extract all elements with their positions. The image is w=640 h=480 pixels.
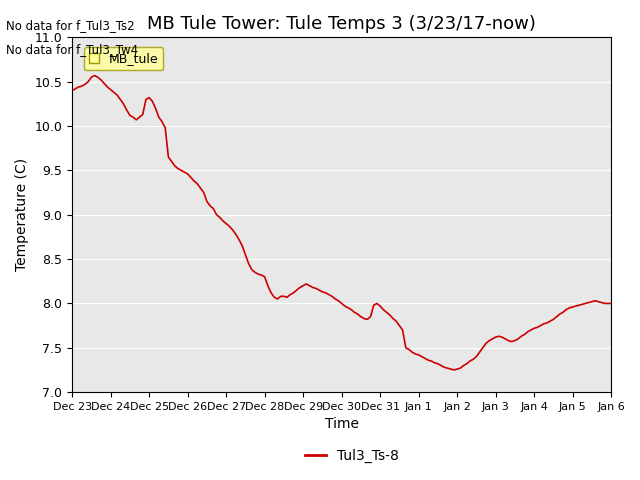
Legend: MB_tule: MB_tule (84, 47, 163, 70)
MB_tule (450, 367, 458, 373)
MB_tule (607, 300, 615, 306)
Text: No data for f_Tul3_Ts2: No data for f_Tul3_Ts2 (6, 19, 135, 32)
MB_tule (68, 88, 76, 94)
MB_tule (588, 299, 596, 304)
MB_tule (284, 294, 291, 300)
Legend: Tul3_Ts-8: Tul3_Ts-8 (300, 443, 404, 468)
MB_tule (216, 215, 223, 220)
MB_tule (91, 72, 99, 78)
Y-axis label: Temperature (C): Temperature (C) (15, 158, 29, 271)
Line: MB_tule: MB_tule (72, 75, 611, 370)
MB_tule (495, 334, 502, 339)
MB_tule (534, 324, 541, 330)
X-axis label: Time: Time (324, 418, 358, 432)
MB_tule (504, 338, 512, 344)
Title: MB Tule Tower: Tule Temps 3 (3/23/17-now): MB Tule Tower: Tule Temps 3 (3/23/17-now… (147, 15, 536, 33)
Text: No data for f_Tul3_Tw4: No data for f_Tul3_Tw4 (6, 43, 138, 56)
